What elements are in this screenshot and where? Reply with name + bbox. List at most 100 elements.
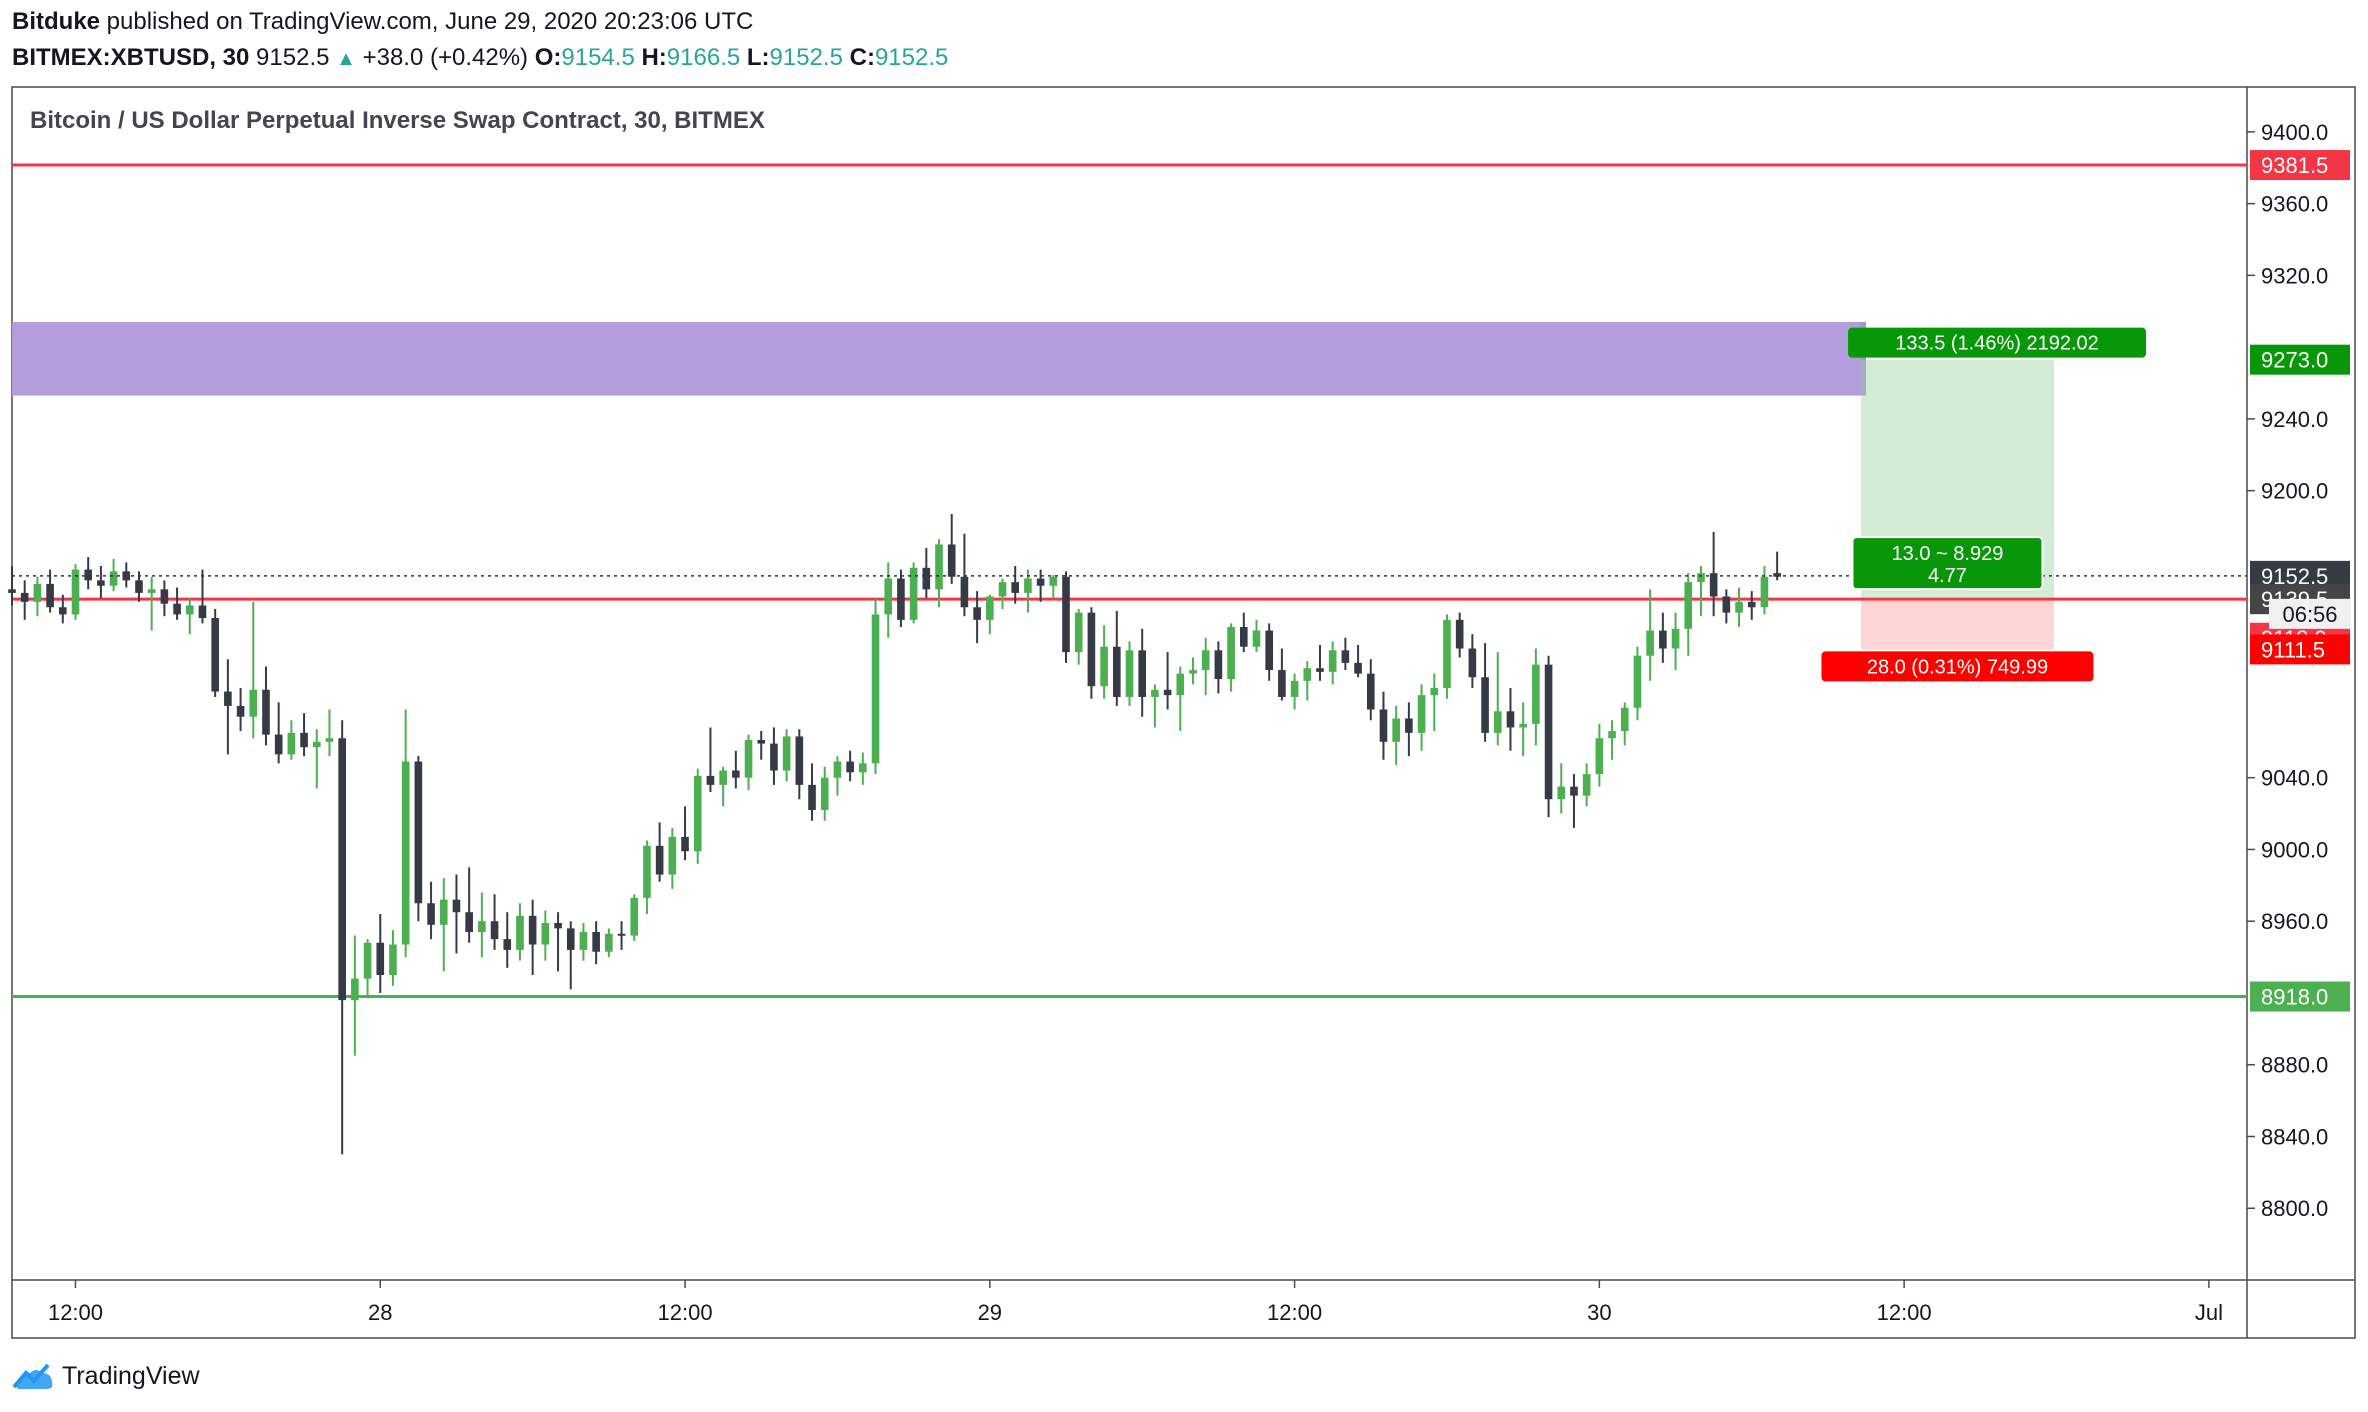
candle-body [922, 567, 931, 590]
y-tick-label: 8960.0 [2261, 909, 2328, 934]
candle-body [1697, 573, 1705, 583]
y-tick-label: 9040.0 [2261, 766, 2328, 791]
candle-body [1239, 626, 1248, 647]
candle-body [1201, 650, 1210, 671]
candle-body [274, 734, 283, 755]
candle-body [262, 689, 270, 735]
candle-body [46, 583, 54, 608]
candle-body [1671, 628, 1680, 649]
symbol-name[interactable]: BITMEX:XBTUSD, 30 [12, 44, 250, 71]
candle-body [605, 933, 613, 952]
y-tick-label: 9000.0 [2261, 837, 2328, 862]
price-axis-label [2250, 634, 2350, 665]
x-tick-label: 28 [368, 1300, 392, 1325]
candle-body [376, 942, 385, 976]
x-tick-label: 12:00 [48, 1300, 103, 1325]
candle-body [541, 922, 550, 945]
candle-body [1684, 582, 1693, 629]
candle-body [249, 689, 258, 717]
x-tick-label: 29 [978, 1300, 1002, 1325]
position-info-line1: 13.0 ~ 8.929 [1892, 543, 2004, 565]
candle-body [325, 738, 334, 742]
candle-body [770, 743, 778, 771]
candle-body [185, 605, 194, 615]
candle-body [33, 583, 42, 602]
candle-body [643, 845, 651, 898]
candle-body [1659, 630, 1667, 649]
candle-body [173, 603, 181, 615]
candle-body [871, 614, 880, 764]
ohlc-legend: BITMEX:XBTUSD, 30 9152.5 ▲ +38.0 (+0.42%… [12, 42, 948, 75]
candle-body [592, 931, 600, 952]
candle-body [808, 784, 816, 810]
candle-body [960, 576, 969, 608]
candle-body [20, 592, 29, 602]
candle-body [1760, 576, 1769, 608]
candle-body [1392, 718, 1400, 742]
price-chart[interactable]: Bitcoin / US Dollar Perpetual Inverse Sw… [0, 0, 2368, 1350]
candle-body [1074, 612, 1083, 653]
candle-body [351, 978, 359, 1001]
y-tick-label: 9400.0 [2261, 120, 2328, 145]
y-tick-label: 8800.0 [2261, 1196, 2328, 1221]
candle-body [1366, 673, 1375, 710]
tradingview-brand[interactable]: TradingView [12, 1356, 200, 1396]
candle-body [884, 578, 893, 615]
x-tick-label: 12:00 [1877, 1300, 1932, 1325]
candle-body [1468, 648, 1477, 678]
author-name[interactable]: Bitduke [12, 8, 101, 35]
low-label: L: [746, 44, 770, 71]
candle-body [1379, 709, 1388, 742]
candle-body [439, 899, 448, 925]
candle-body [681, 836, 689, 852]
zone-overlap [1860, 322, 1867, 396]
chart-frame [11, 86, 2356, 1339]
candle-body [84, 569, 93, 581]
open-label: O: [534, 44, 562, 71]
candle-body [1532, 664, 1540, 724]
candle-body [58, 607, 67, 615]
candle-body [1112, 646, 1121, 697]
stop-label-box [1821, 651, 2094, 682]
candle-body [1189, 670, 1197, 674]
candle-body [109, 571, 118, 586]
candle-body [846, 761, 854, 773]
candle-body [1036, 578, 1045, 586]
candle-body [1049, 576, 1058, 586]
candle-body [1151, 689, 1159, 697]
open-value: 9154.5 [561, 44, 635, 71]
candle-body [516, 915, 524, 950]
candle-body [287, 732, 296, 755]
candle-body [579, 931, 588, 950]
candle-body [224, 691, 232, 706]
candle-body [1265, 630, 1273, 671]
candle-body [1557, 786, 1566, 800]
candle-body [211, 618, 219, 692]
last-price: 9152.5 [256, 44, 330, 71]
candle-body [732, 770, 740, 778]
target-label-box [1848, 327, 2147, 358]
candle-body [1570, 786, 1578, 796]
candle-body [8, 589, 16, 593]
candle-body [1646, 630, 1654, 656]
candle-body [1011, 582, 1020, 593]
candle-body [554, 922, 562, 929]
candle-body [935, 544, 943, 590]
candle-body [338, 738, 346, 1001]
y-tick-label: 9360.0 [2261, 192, 2328, 217]
candle-body [414, 761, 423, 904]
candle-body [1519, 723, 1527, 728]
candle-body [452, 899, 461, 913]
candle-body [363, 942, 372, 979]
x-tick-label: 12:00 [1267, 1300, 1322, 1325]
candle-body [1443, 619, 1451, 688]
tradingview-brand-text: TradingView [62, 1361, 200, 1390]
stop-label-text: 28.0 (0.31%) 749.99 [1867, 656, 2048, 678]
target-label-text: 133.5 (1.46%) 2192.02 [1895, 333, 2099, 355]
candle-body [1481, 677, 1489, 733]
candle-body [617, 933, 626, 936]
candle-body [198, 605, 207, 619]
position-stop-area [1860, 599, 2054, 650]
candle-body [566, 928, 575, 950]
candle-body [1493, 711, 1502, 733]
